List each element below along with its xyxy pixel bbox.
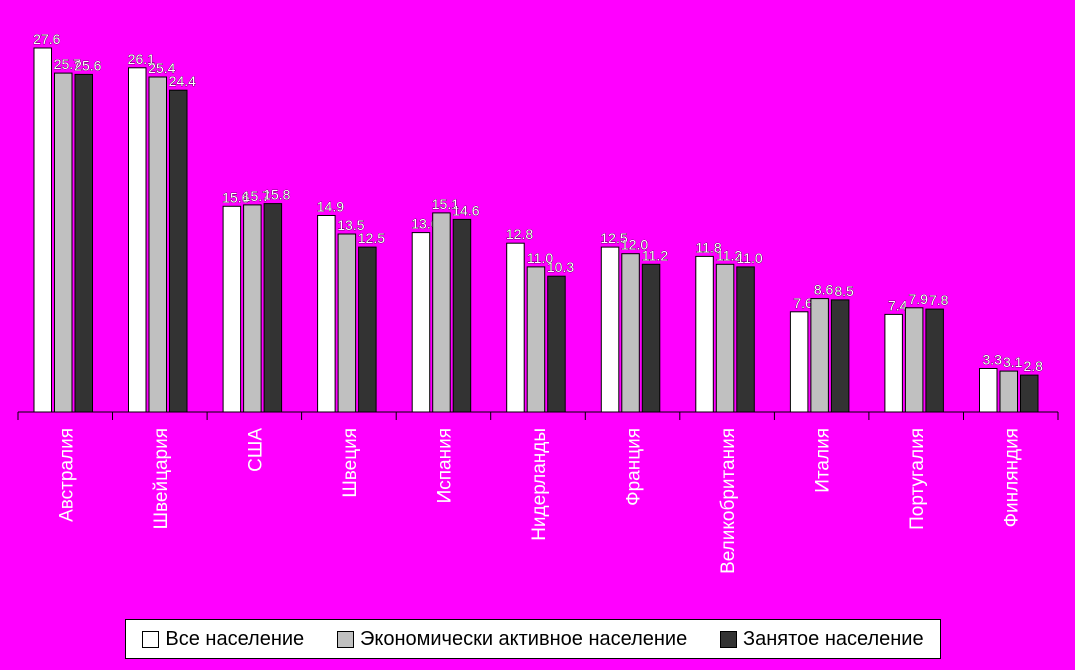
data-label: 15.8 [263,187,290,203]
bar [526,266,546,413]
data-label: 11.8 [695,239,721,255]
legend-swatch [336,630,354,648]
bar [317,215,336,413]
bar [979,368,998,413]
legend-label: Экономически активное население [359,627,688,650]
data-label: 26.1 [128,51,155,67]
bar [810,298,829,413]
data-label: 11.0 [527,250,553,266]
bar [925,308,944,413]
bar [33,47,52,413]
bar [621,253,640,413]
bar [337,233,357,413]
legend-item: Экономически активное население [336,627,688,651]
data-label: 8.6 [814,282,834,298]
bar [411,232,431,413]
category-label: Швеция [340,428,361,498]
bar [148,76,167,413]
data-label: 8.5 [834,283,854,299]
bar [999,370,1018,413]
bar [74,73,93,413]
bar [222,205,242,413]
bar [600,246,620,413]
bar [54,72,73,413]
category-label: Австралия [56,428,77,522]
data-label: 14.6 [452,202,479,218]
bar [884,313,903,413]
data-label: 7.4 [888,297,908,313]
chart-plot: 27.6 25.725.6 26.125.424.4 15.615.715.8 14.9… [17,31,1059,574]
bar [263,203,283,413]
bar [506,242,525,413]
legend-item: Все население [142,628,304,651]
data-label: 25.4 [148,60,175,76]
bar [547,275,566,413]
data-label: 13.5 [337,217,364,233]
bar [358,246,377,413]
category-label: Финляндия [1002,428,1023,527]
data-label: 13.6 [411,216,438,232]
data-label: 7.8 [929,292,949,308]
data-label: 14.9 [317,199,344,215]
category-label: Италия [813,428,834,493]
category-label: Франция [624,428,645,506]
bar [432,212,451,413]
bar [904,307,924,413]
data-label: 15.7 [243,188,270,204]
data-label: 15.6 [222,189,249,205]
category-label: Португалия [907,428,928,530]
data-label: 11.2 [716,247,742,263]
legend: Все население Экономически активное насел… [125,619,941,659]
bar [830,299,850,413]
data-label: 12.5 [358,230,385,246]
bar [128,67,147,413]
bar [695,255,714,413]
legend-swatch [720,630,738,648]
legend-label: Все население [165,627,305,650]
bar [1020,374,1039,413]
category-label: Испания [435,428,456,503]
bar [715,263,735,413]
bar [169,89,188,413]
data-label: 25.6 [74,57,101,73]
bar [789,311,809,413]
data-label: 24.4 [169,73,196,89]
category-label: Нидерланды [529,428,550,541]
data-label: 12.8 [506,226,533,242]
data-label: 15.1 [432,196,459,212]
category-label: Великобритания [718,428,739,574]
data-label: 12.0 [621,237,648,253]
bar [641,263,661,413]
data-label: 11.2 [642,247,668,263]
data-label: 3.3 [982,352,1002,368]
data-label: 11.0 [736,250,762,266]
data-label: 27.6 [33,31,60,47]
data-label: 2.8 [1023,358,1043,374]
category-label: США [245,428,266,472]
data-label: 12.5 [600,230,627,246]
data-label: 10.3 [547,259,574,275]
bar [452,218,472,413]
legend-label: Занятое население [743,627,924,650]
bar [736,266,755,413]
legend-swatch [142,630,160,648]
category-label: Швейцария [151,428,172,529]
bar [243,204,262,413]
data-label: 7.6 [793,295,813,311]
data-label: 7.9 [908,291,928,307]
data-label: 3.1 [1003,354,1023,370]
legend-item: Занятое население [720,628,924,651]
data-label: 25.7 [54,56,81,72]
